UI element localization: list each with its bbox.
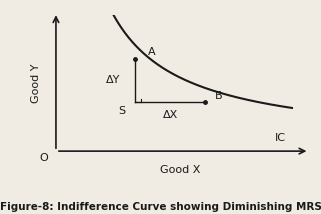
Text: IC: IC — [274, 132, 286, 143]
Text: Figure-8: Indifference Curve showing Diminishing MRS: Figure-8: Indifference Curve showing Dim… — [0, 202, 321, 212]
Text: Good X: Good X — [160, 165, 200, 175]
Text: ΔX: ΔX — [163, 110, 178, 120]
Text: S: S — [118, 106, 126, 116]
Text: A: A — [148, 47, 155, 57]
Text: ΔY: ΔY — [106, 75, 120, 85]
Text: B: B — [215, 91, 222, 101]
Text: Good Y: Good Y — [31, 63, 41, 103]
Text: O: O — [39, 153, 48, 163]
